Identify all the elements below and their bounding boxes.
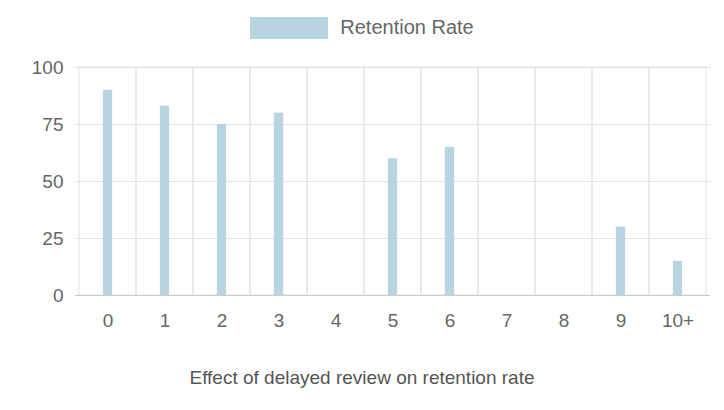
- html-text:Effect of delayed review on re: Effect of delayed review on retention ra…: [189, 367, 535, 388]
- svg-text:0: 0: [53, 285, 64, 306]
- svg-text:2: 2: [217, 310, 228, 331]
- svg-text:7: 7: [502, 310, 513, 331]
- svg-text:4: 4: [331, 310, 342, 331]
- svg-text:6: 6: [445, 310, 456, 331]
- svg-text:8: 8: [559, 310, 570, 331]
- svg-text:100: 100: [32, 57, 64, 78]
- svg-text:5: 5: [388, 310, 399, 331]
- svg-text:3: 3: [274, 310, 285, 331]
- svg-text:1: 1: [160, 310, 171, 331]
- svg-text:50: 50: [42, 171, 63, 192]
- svg-text:0: 0: [103, 310, 114, 331]
- svg-text:9: 9: [616, 310, 627, 331]
- svg-text:25: 25: [42, 228, 63, 249]
- html-text:Retention Rate: Retention Rate: [340, 16, 474, 38]
- svg-text:10+: 10+: [662, 310, 694, 331]
- svg-text:75: 75: [42, 114, 63, 135]
